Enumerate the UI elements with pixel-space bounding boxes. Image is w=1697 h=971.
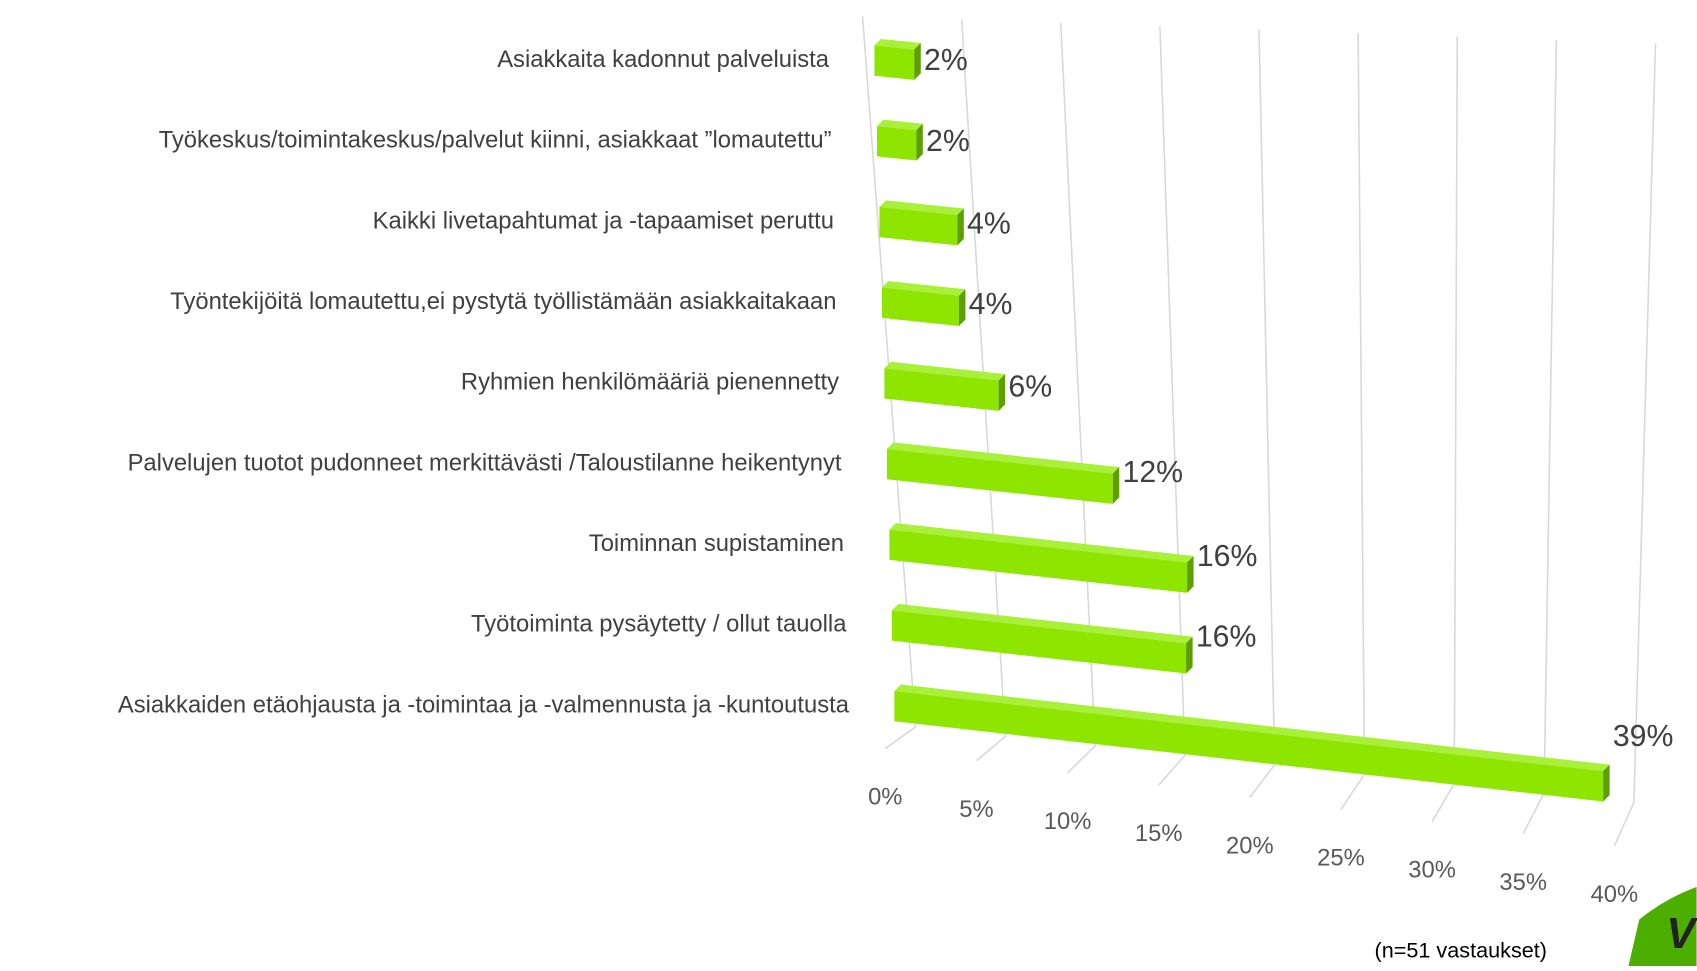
x-tick-label: 15% bbox=[1135, 820, 1183, 847]
value-label: 16% bbox=[1197, 540, 1258, 573]
bar-side bbox=[958, 289, 966, 327]
value-label: 16% bbox=[1196, 621, 1257, 654]
bar-top bbox=[876, 119, 923, 131]
x-tick-label: 30% bbox=[1408, 857, 1456, 884]
x-tick-label: 10% bbox=[1044, 808, 1092, 835]
value-label: 6% bbox=[1008, 370, 1052, 403]
bar-top bbox=[886, 442, 1120, 474]
bar-side bbox=[998, 374, 1006, 411]
grid-line bbox=[1249, 29, 1276, 798]
bar-front bbox=[879, 206, 958, 246]
x-tick-label: 40% bbox=[1591, 881, 1639, 908]
x-tick-label: 20% bbox=[1226, 832, 1274, 859]
value-label: 39% bbox=[1613, 720, 1674, 753]
grid-line bbox=[1059, 22, 1096, 774]
bar-side bbox=[1112, 467, 1120, 504]
category-label: Asiakkaiden etäohjausta ja -toimintaa ja… bbox=[118, 691, 850, 718]
x-tick-label: 5% bbox=[959, 796, 993, 823]
category-label: Toiminnan supistaminen bbox=[589, 530, 844, 557]
x-tick-label: 0% bbox=[868, 784, 902, 811]
bar-front bbox=[884, 368, 999, 411]
bar-front bbox=[891, 610, 1187, 674]
bar-front bbox=[881, 287, 959, 327]
value-label: 4% bbox=[969, 288, 1013, 321]
bar-front bbox=[874, 45, 915, 80]
category-label: Työkeskus/toimintakeskus/palvelut kiinni… bbox=[159, 127, 832, 154]
category-label: Ryhmien henkilömääriä pienennetty bbox=[461, 369, 839, 396]
category-label: Työtoiminta pysäytetty / ollut tauolla bbox=[471, 611, 847, 638]
grid-line bbox=[1431, 36, 1459, 822]
category-label: Työntekijöitä lomautettu,ei pystytä työl… bbox=[170, 288, 836, 315]
bar-top bbox=[881, 281, 966, 296]
x-tick-label: 35% bbox=[1499, 869, 1547, 896]
bar-side bbox=[916, 123, 923, 161]
value-label: 12% bbox=[1123, 456, 1184, 489]
grid-line bbox=[960, 19, 1007, 762]
logo bbox=[1628, 887, 1697, 966]
bar-top bbox=[891, 603, 1193, 644]
bar-side bbox=[1186, 636, 1193, 674]
bar-side bbox=[914, 43, 921, 80]
bar-top bbox=[879, 200, 964, 216]
bar-front bbox=[894, 691, 1604, 802]
category-label: Palvelujen tuotot pudonneet merkittäväst… bbox=[128, 449, 842, 476]
bar-side bbox=[957, 208, 964, 246]
x-tick-label: 25% bbox=[1317, 844, 1365, 871]
grid-line bbox=[1340, 33, 1366, 810]
grid-line bbox=[1522, 39, 1558, 835]
grid-line bbox=[1158, 26, 1186, 786]
bar-side bbox=[1187, 556, 1194, 593]
value-label: 4% bbox=[967, 207, 1011, 240]
grid-line bbox=[1613, 43, 1657, 847]
bar-front bbox=[876, 126, 917, 161]
bar-top bbox=[874, 38, 921, 50]
value-label: 2% bbox=[926, 125, 970, 158]
logo-letter: V bbox=[1666, 910, 1697, 958]
grid-line bbox=[861, 16, 917, 750]
bar-top bbox=[884, 361, 1006, 381]
value-label: 2% bbox=[924, 44, 968, 77]
bar-front bbox=[889, 529, 1188, 593]
category-label: Kaikki livetapahtumat ja -tapaamiset per… bbox=[373, 207, 834, 234]
bar-front bbox=[886, 448, 1113, 504]
bar-top bbox=[894, 684, 1610, 772]
note: (n=51 vastaukset) bbox=[1375, 938, 1548, 963]
category-label: Asiakkaita kadonnut palveluista bbox=[497, 46, 830, 73]
bar-side bbox=[1603, 764, 1610, 802]
bar-top bbox=[889, 523, 1194, 563]
